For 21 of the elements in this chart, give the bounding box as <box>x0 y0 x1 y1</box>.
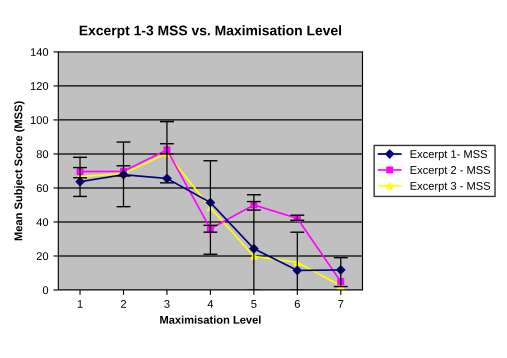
x-axis-title: Maximisation Level <box>160 316 261 324</box>
y-tick-label: 120 <box>30 82 48 90</box>
x-tick-label: 1 <box>78 300 83 308</box>
y-tick-label: 20 <box>36 252 48 260</box>
legend-label: Excerpt 3 - MSS <box>410 182 490 192</box>
x-tick-label: 6 <box>294 300 300 308</box>
x-tick-label: 5 <box>251 300 256 308</box>
y-tick-label: 60 <box>36 184 48 192</box>
x-tick-label: 2 <box>120 300 126 308</box>
y-tick-label: 80 <box>36 150 48 158</box>
y-tick-label: 0 <box>42 286 48 294</box>
x-tick-label: 3 <box>164 300 170 308</box>
y-tick-label: 40 <box>36 218 48 226</box>
y-tick-label: 100 <box>30 116 48 124</box>
chart-title: Excerpt 1-3 MSS vs. Maximisation Level <box>80 25 342 38</box>
y-tick-label: 140 <box>30 48 48 56</box>
legend-label: Excerpt 1- MSS <box>410 150 487 160</box>
legend-label: Excerpt 2 - MSS <box>410 166 490 176</box>
x-tick-label: 7 <box>338 300 344 308</box>
y-axis-title: Mean Subject Score (MSS) <box>14 101 24 240</box>
x-tick-label: 4 <box>208 300 214 308</box>
